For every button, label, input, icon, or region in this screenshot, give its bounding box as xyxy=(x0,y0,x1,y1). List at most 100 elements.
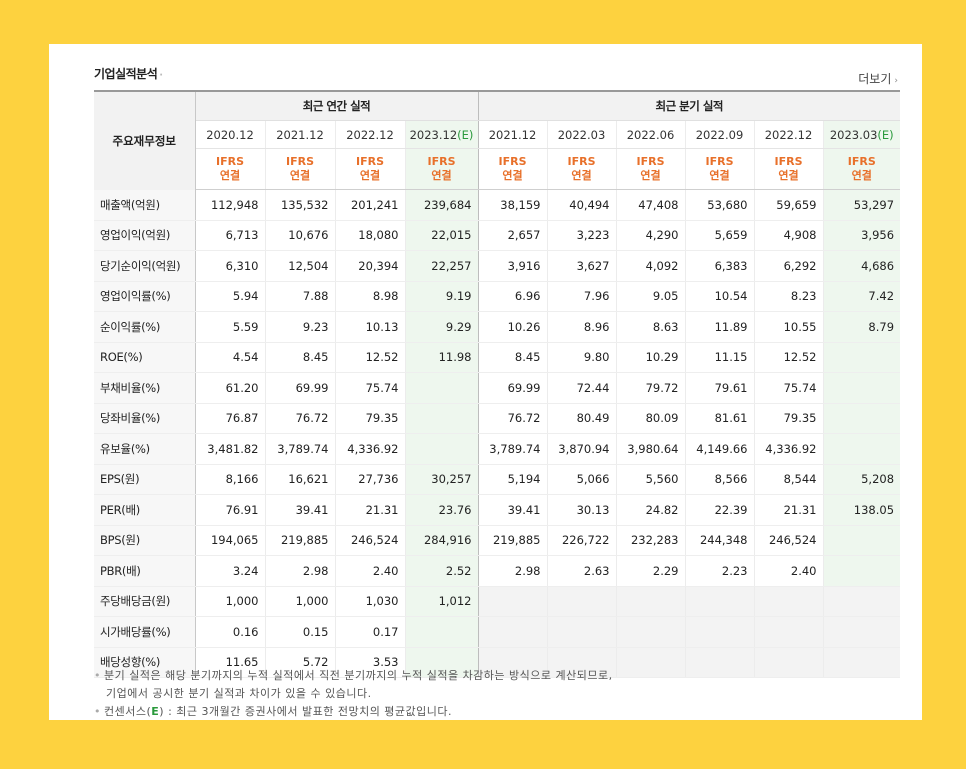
ifrs-top: IFRS xyxy=(498,155,527,168)
table-cell xyxy=(615,647,685,678)
corner-header: 주요재무정보 xyxy=(94,91,196,190)
table-cell: 2.98 xyxy=(264,555,335,587)
table-cell: 8.23 xyxy=(753,280,823,312)
table-cell: 7.96 xyxy=(546,280,616,312)
table-cell: 0.15 xyxy=(264,616,335,648)
table-cell: 61.20 xyxy=(194,372,265,404)
more-link-label[interactable]: 더보기 xyxy=(858,72,892,86)
row-label: BPS(원) xyxy=(94,525,196,556)
table-cell: 47,408 xyxy=(615,189,685,221)
table-cell: 244,348 xyxy=(684,525,754,556)
title-dot-icon: · xyxy=(159,70,163,81)
table-cell: 3,627 xyxy=(546,250,616,282)
table-cell: 112,948 xyxy=(194,189,265,221)
table-cell: 2.40 xyxy=(334,555,405,587)
table-cell: 219,885 xyxy=(264,525,335,556)
note-line-1: • 분기 실적은 해당 분기까지의 누적 실적에서 직전 분기까지의 누적 실적을… xyxy=(94,667,613,683)
ifrs-label: IFRS 연결 xyxy=(615,148,685,190)
table-cell xyxy=(684,647,754,678)
table-cell: 9.19 xyxy=(404,280,478,312)
table-cell: 79.72 xyxy=(615,372,685,404)
table-cell: 18,080 xyxy=(334,220,405,251)
table-cell: 11.65 xyxy=(194,647,265,678)
table-cell xyxy=(822,433,901,465)
ifrs-label: IFRS 연결 xyxy=(684,148,754,190)
ifrs-label: IFRS 연결 xyxy=(822,148,901,190)
table-cell xyxy=(822,647,901,678)
ifrs-top: IFRS xyxy=(286,155,314,168)
table-row: PBR(배) 3.24 2.98 2.40 2.52 2.98 2.63 2.29 2.23 2.… xyxy=(94,555,901,587)
table-cell: 5,659 xyxy=(684,220,754,251)
row-label: PBR(배) xyxy=(94,555,196,587)
table-cell xyxy=(615,585,685,617)
ifrs-bottom: 연결 xyxy=(431,169,452,182)
table-cell: 3,980.64 xyxy=(615,433,685,465)
period-header: 2022.12 xyxy=(334,120,405,149)
period-date: 2023.12 xyxy=(409,127,458,142)
table-cell xyxy=(546,585,616,617)
table-cell: 76.91 xyxy=(194,494,265,526)
table-cell xyxy=(477,585,547,617)
table-cell: 11.15 xyxy=(684,342,754,373)
table-cell: 80.49 xyxy=(546,403,616,434)
chevron-right-icon: › xyxy=(894,76,898,86)
ifrs-label: IFRS 연결 xyxy=(477,148,547,190)
table-cell xyxy=(546,647,616,678)
table-cell: 6,713 xyxy=(194,220,265,251)
table-cell: 10.26 xyxy=(477,311,547,343)
table-cell: 8,166 xyxy=(194,463,265,495)
note-text-1: 분기 실적은 해당 분기까지의 누적 실적에서 직전 분기까지의 누적 실적을 … xyxy=(104,669,613,682)
ifrs-top: IFRS xyxy=(567,155,596,168)
table-cell xyxy=(404,647,478,678)
table-cell xyxy=(822,372,901,404)
quarter-header: 최근 분기 실적 xyxy=(477,91,901,121)
table-cell: 3.53 xyxy=(334,647,405,678)
table-cell: 21.31 xyxy=(753,494,823,526)
table-cell: 1,000 xyxy=(194,585,265,617)
period-header: 2023.12(E) xyxy=(404,120,478,149)
table-cell xyxy=(546,616,616,648)
table-cell: 11.89 xyxy=(684,311,754,343)
table-cell xyxy=(822,525,901,556)
table-cell: 4,908 xyxy=(753,220,823,251)
table-cell: 3,956 xyxy=(822,220,901,251)
ifrs-bottom: 연결 xyxy=(219,169,241,182)
table-cell xyxy=(477,616,547,648)
table-cell: 10.54 xyxy=(684,280,754,312)
table-cell xyxy=(404,403,478,434)
table-cell: 2.23 xyxy=(684,555,754,587)
note-text-3a: 컨센서스( xyxy=(104,705,152,718)
row-label: 영업이익(억원) xyxy=(94,220,196,251)
table-cell: 76.87 xyxy=(194,403,265,434)
table-cell: 1,012 xyxy=(404,585,478,617)
row-label: EPS(원) xyxy=(94,463,196,495)
table-cell: 12,504 xyxy=(264,250,335,282)
table-cell: 2.40 xyxy=(753,555,823,587)
table-cell: 1,030 xyxy=(334,585,405,617)
company-performance-panel: 기업실적분석 · 더보기 › 주요재무정보 최근 연간 실적 최근 분기 실적 20… xyxy=(49,44,922,720)
more-link[interactable]: 더보기 › xyxy=(858,70,898,87)
table-cell xyxy=(404,372,478,404)
table-cell: 3,789.74 xyxy=(264,433,335,465)
ifrs-bottom: 연결 xyxy=(571,169,592,182)
table-cell xyxy=(404,433,478,465)
ifrs-bottom: 연결 xyxy=(709,169,730,182)
table-cell: 22,257 xyxy=(404,250,478,282)
table-cell xyxy=(822,555,901,587)
table-cell: 246,524 xyxy=(753,525,823,556)
table-cell: 76.72 xyxy=(264,403,335,434)
note-line-3: • 컨센서스(E) : 최근 3개월간 증권사에서 발표한 전망치의 평균값입니다… xyxy=(94,703,452,719)
note-text-2: 기업에서 공시한 분기 실적과 차이가 있을 수 있습니다. xyxy=(106,687,372,700)
table-cell: 8.96 xyxy=(546,311,616,343)
table-cell: 6,310 xyxy=(194,250,265,282)
ifrs-bottom: 연결 xyxy=(359,169,381,182)
table-row: EPS(원) 8,166 16,621 27,736 30,257 5,194 5,066 5… xyxy=(94,463,901,495)
table-cell: 11.98 xyxy=(404,342,478,373)
table-cell: 8,566 xyxy=(684,463,754,495)
row-label: PER(배) xyxy=(94,494,196,526)
table-cell: 79.35 xyxy=(753,403,823,434)
ifrs-bottom: 연결 xyxy=(289,169,311,182)
table-cell: 8.79 xyxy=(822,311,901,343)
table-cell: 38,159 xyxy=(477,189,547,221)
table-cell: 4,686 xyxy=(822,250,901,282)
